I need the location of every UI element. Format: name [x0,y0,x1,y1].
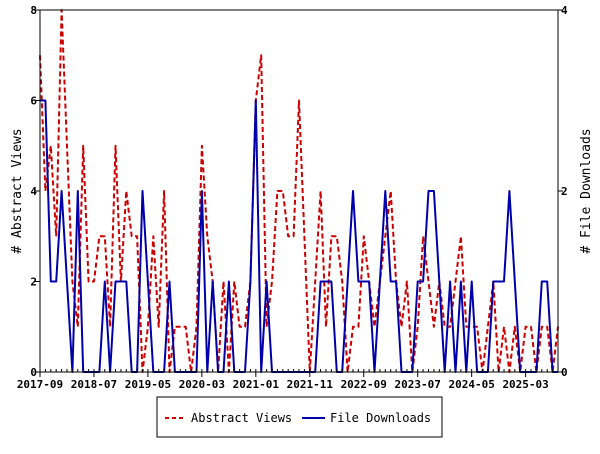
x-tick-label: 2018-07 [71,378,117,391]
left-y-axis-title: # Abstract Views [10,128,25,253]
x-tick-label: 2020-03 [179,378,225,391]
x-tick-label: 2022-09 [341,378,387,391]
x-tick-label: 2025-03 [502,378,548,391]
legend-label-file-downloads: File Downloads [330,411,431,425]
x-tick-label: 2023-07 [395,378,441,391]
left-y-tick-label: 6 [30,95,37,108]
left-y-tick-label: 8 [30,4,37,17]
series-layer [39,9,559,373]
right-y-axis: 0 2 4 [558,4,568,379]
x-tick-label: 2021-01 [233,378,280,391]
left-y-tick-label: 4 [30,185,37,198]
x-tick-label: 2021-11 [287,378,334,391]
x-tick-label: 2017-09 [17,378,63,391]
right-y-tick-label: 0 [561,366,568,379]
legend-box [156,396,443,438]
right-y-axis-title: # File Downloads [579,128,594,253]
series-line-file-downloads [40,99,558,373]
left-y-axis: 0 2 4 6 8 [30,4,40,379]
legend-label-abstract-views: Abstract Views [191,411,292,425]
left-y-tick-label: 0 [30,366,37,379]
left-y-tick-label: 2 [30,276,37,289]
series-line-abstract-views [39,9,559,373]
x-tick-label: 2024-05 [448,378,494,391]
legend: Abstract Views File Downloads [156,396,443,438]
x-axis: 2017-09 2018-07 2019-05 2020-03 2021-01 2021-… [17,369,559,391]
right-y-tick-label: 2 [561,185,568,198]
right-y-tick-label: 4 [561,4,568,17]
x-tick-label: 2019-05 [125,378,171,391]
